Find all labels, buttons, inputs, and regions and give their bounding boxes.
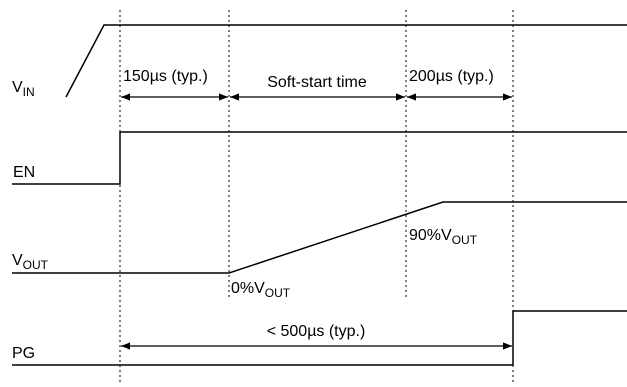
vout-waveform xyxy=(12,201,627,274)
interval-label-total: < 500µs (typ.) xyxy=(267,323,366,340)
pg-waveform xyxy=(12,310,627,366)
interval-label-150us: 150µs (typ.) xyxy=(123,68,208,85)
interval-label-200us: 200µs (typ.) xyxy=(409,68,494,85)
interval-label-soft-start: Soft-start time xyxy=(267,74,367,91)
pg-label: PG xyxy=(12,345,35,362)
en-label: EN xyxy=(13,164,35,181)
vout-zero-percent-label: 0%VOUT xyxy=(231,280,291,300)
vout-ninety-percent-label: 90%VOUT xyxy=(409,227,478,247)
vin-waveform xyxy=(65,24,627,98)
vin-label: VIN xyxy=(12,79,35,99)
vout-label: VOUT xyxy=(12,252,49,272)
en-waveform xyxy=(12,131,627,185)
